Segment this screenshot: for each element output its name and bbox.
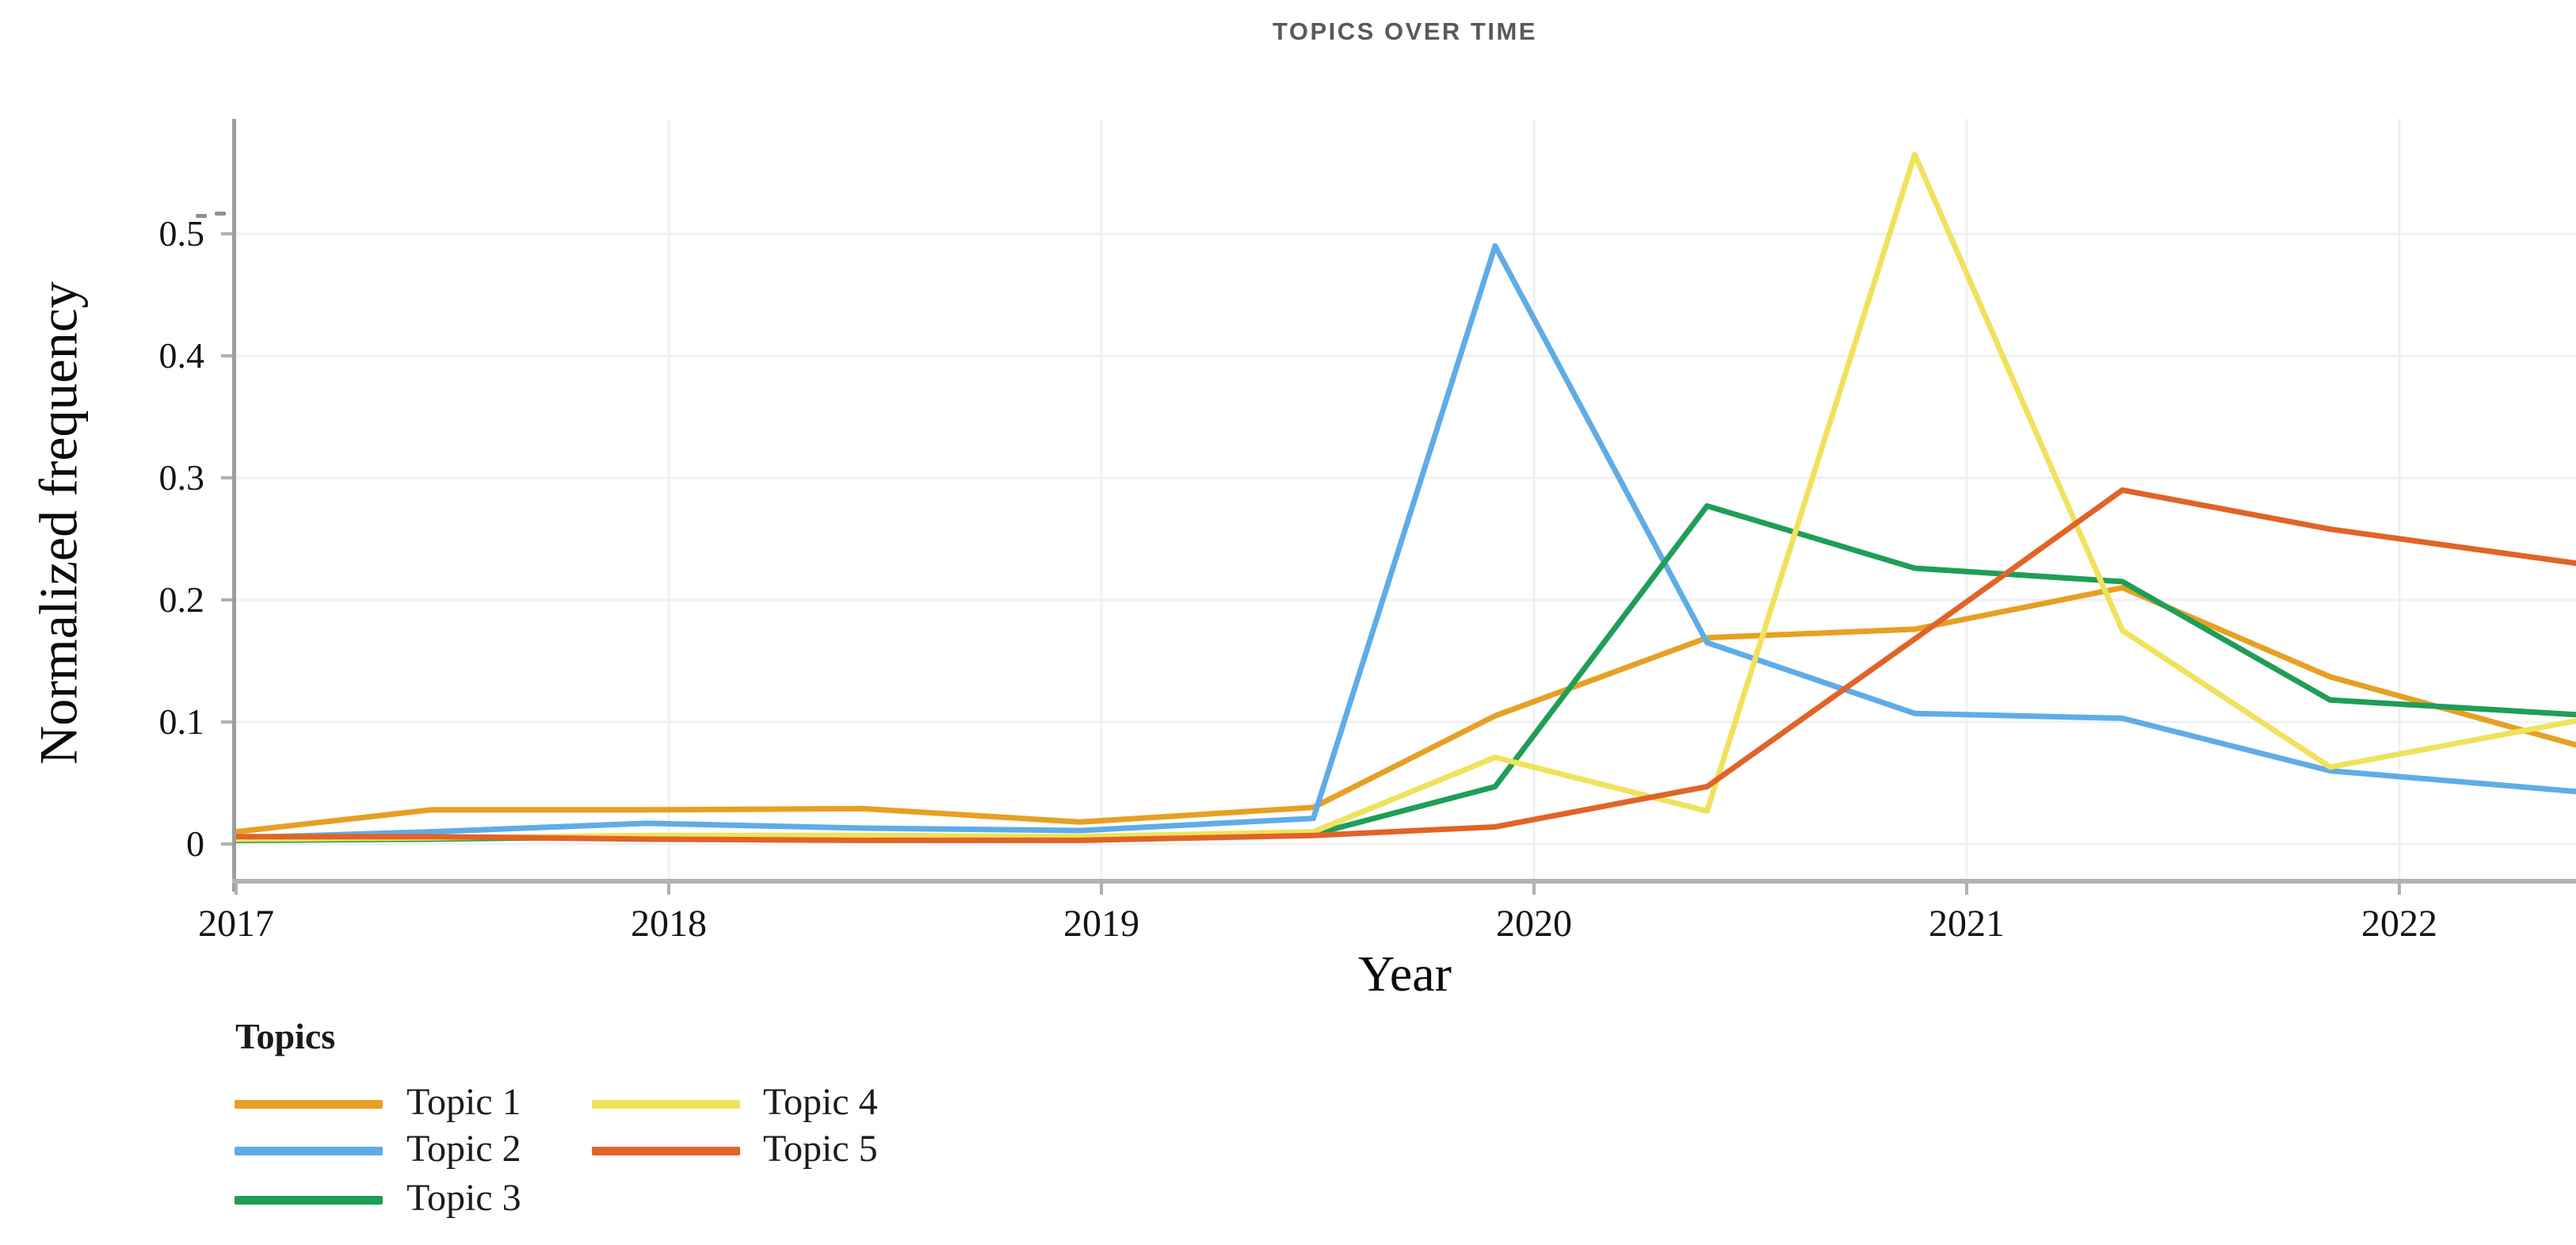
legend-swatch-icon <box>235 1196 383 1205</box>
x-tick-mark <box>1532 884 1536 895</box>
stray-dash-icon <box>196 214 207 218</box>
legend-item-label: Topic 3 <box>406 1177 521 1219</box>
legend-item-label: Topic 5 <box>763 1128 878 1170</box>
legend-item-label: Topic 1 <box>406 1081 521 1123</box>
series-line-topic-4 <box>234 151 2576 842</box>
y-tick-label: 0.5 <box>158 213 205 254</box>
legend-swatch-icon <box>592 1100 740 1109</box>
legend-swatch-icon <box>235 1100 383 1109</box>
y-tick-mark <box>221 354 232 357</box>
x-tick-mark <box>2398 884 2401 895</box>
x-tick-mark <box>1965 884 1968 895</box>
y-tick-mark <box>221 720 232 724</box>
x-tick-label: 2018 <box>631 903 707 945</box>
stray-dash-icon <box>215 212 226 216</box>
y-tick-label: 0.3 <box>158 457 205 498</box>
x-tick-label: 2021 <box>1929 903 2005 945</box>
y-tick-label: 0.2 <box>158 579 205 620</box>
y-tick-mark <box>221 842 232 846</box>
y-tick-label: 0.4 <box>158 335 205 376</box>
y-axis-line <box>232 119 236 892</box>
y-tick-mark <box>221 598 232 601</box>
series-line-topic-3 <box>234 502 2576 843</box>
y-tick-label: 0 <box>186 823 204 864</box>
series-line-topic-5 <box>234 487 2576 843</box>
x-tick-mark <box>1100 884 1103 895</box>
y-tick-label: 0.1 <box>158 701 205 742</box>
legend-item-label: Topic 2 <box>406 1128 521 1170</box>
x-tick-label: 2022 <box>2361 903 2437 945</box>
legend-swatch-icon <box>235 1147 383 1155</box>
legend-header: Topics <box>235 1016 336 1056</box>
legend-item-label: Topic 4 <box>763 1081 878 1123</box>
chart-title: TOPICS OVER TIME <box>1273 17 1537 45</box>
series-line-topic-2 <box>234 243 2576 841</box>
x-tick-mark <box>235 884 238 895</box>
x-tick-label: 2020 <box>1496 903 1572 945</box>
x-axis-title: Year <box>1358 945 1452 1002</box>
x-axis-line <box>232 879 2576 884</box>
y-tick-mark <box>221 476 232 479</box>
legend-swatch-icon <box>592 1147 740 1155</box>
x-tick-mark <box>667 884 670 895</box>
plot-area <box>234 119 2576 881</box>
y-tick-mark <box>221 232 232 235</box>
x-tick-label: 2019 <box>1063 903 1139 945</box>
x-tick-label: 2017 <box>198 903 274 945</box>
